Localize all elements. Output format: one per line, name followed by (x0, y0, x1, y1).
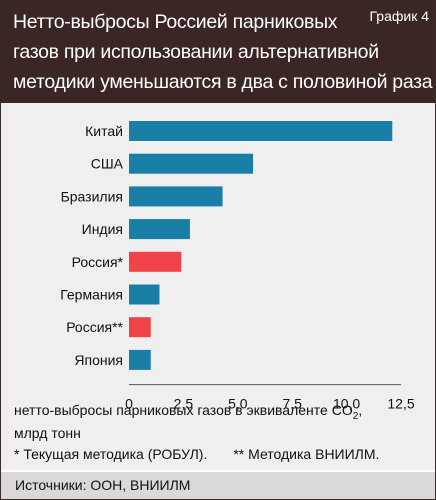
bar-7 (129, 317, 151, 338)
category-label-2: США (91, 156, 124, 172)
x-axis-label: нетто-выбросы парниковых газов в эквивал… (14, 402, 424, 442)
x-tick-label-5: 10,0 (333, 396, 360, 412)
x-tick-label-2: 2,5 (174, 396, 194, 412)
x-tick-label-4: 7,5 (282, 396, 302, 412)
bar-8 (129, 349, 151, 370)
x-tick-label-3: 5,0 (228, 396, 248, 412)
category-label-3: Бразилия (61, 188, 123, 204)
bar-2 (129, 153, 254, 174)
graph-number-label: График 4 (365, 7, 429, 25)
footnote-vniilm-method: ** Методика ВНИИЛМ. (233, 446, 380, 462)
category-label-5: Россия* (72, 254, 124, 270)
bar-5 (129, 251, 182, 272)
x-tick-label-1: 0 (125, 396, 133, 412)
footnote-current-method: * Текущая методика (РОБУЛ). (14, 446, 208, 462)
chart-header: Нетто-выбросы Россией парниковых газов п… (1, 1, 435, 103)
category-label-7: Россия** (66, 319, 123, 335)
bar-1 (129, 121, 393, 141)
x-axis-label-main: нетто-выбросы парниковых газов в эквивал… (14, 402, 353, 418)
source-bar: Источники: ООН, ВНИИЛМ (1, 472, 435, 499)
chart-title-line-3: методики уменьшаются в два с половиной р… (13, 71, 433, 93)
x-tick-label-6: 12,5 (387, 396, 414, 412)
category-label-4: Индия (82, 221, 123, 237)
category-label-6: Германия (60, 287, 123, 303)
bar-6 (129, 284, 160, 305)
footnotes: * Текущая методика (РОБУЛ). ** Методика В… (14, 446, 424, 463)
x-axis-label-unit: млрд тонн (14, 424, 81, 441)
bar-3 (129, 186, 223, 207)
x-axis-label-subscript: 2 (352, 410, 359, 422)
chart-title: Нетто-выбросы Россией парниковых газов п… (13, 7, 433, 97)
category-label-8: Япония (74, 352, 123, 368)
chart-title-line-1: Нетто-выбросы Россией парниковых (13, 11, 338, 33)
category-label-1: Китай (85, 123, 123, 139)
chart-title-line-2: газов при использовании альтернативной (13, 41, 379, 63)
source-text: Источники: ООН, ВНИИЛМ (15, 477, 191, 493)
bar-4 (129, 219, 190, 240)
x-axis-label-tail: , (358, 402, 363, 418)
